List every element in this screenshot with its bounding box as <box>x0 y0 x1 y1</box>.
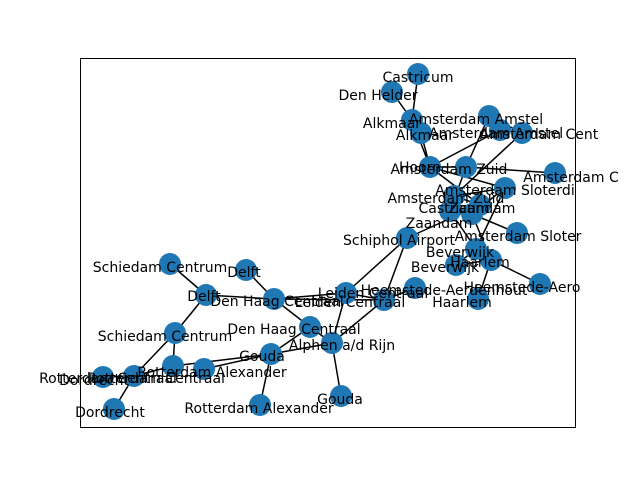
node-den_helder <box>381 81 403 103</box>
node-label-schiedam_a: Schiedam Centrum <box>93 260 228 276</box>
node-label-delft_a: Delft <box>227 265 261 281</box>
node-label-alkmaar_a: Alkmaar <box>363 116 421 132</box>
node-dordrecht_a <box>92 366 114 388</box>
node-label-dordrecht_b: Dordrecht <box>75 405 145 421</box>
node-alphen <box>321 332 343 354</box>
node-label-castricum_mid: Castricum <box>419 201 490 217</box>
node-heemstede_a <box>404 277 426 299</box>
node-label-heemstede_b: Heemstede-Aero <box>464 280 581 296</box>
node-amsterdam_zuid_a <box>455 156 477 178</box>
edge-schiphol-leiden_a <box>345 237 408 294</box>
node-label-amsterdam_amstel_b: Amsterdam Amstel <box>429 126 563 142</box>
node-label-rotterdam_centraal_a: Rotterdam Centraal <box>87 371 225 387</box>
node-label-alkmaar_b: Alkmaar <box>396 128 454 144</box>
node-amsterdam_c <box>544 162 566 184</box>
node-heemstede_b <box>529 273 551 295</box>
node-label-den_haag_a: Den Haag Centraal <box>210 294 343 310</box>
node-delft_b <box>195 284 217 306</box>
edge-leiden_b-alphen <box>331 299 385 344</box>
edge-amsterdam_centraal-amsterdam_zuid_b <box>453 132 523 197</box>
node-alkmaar_b <box>410 122 432 144</box>
edge-amsterdam_zuid_a-amsterdam_c <box>465 166 556 174</box>
edge-den_haag_a-delft_b <box>205 294 275 300</box>
node-label-alphen: Alphen a/d Rijn <box>289 338 395 354</box>
node-beverwijk_b <box>445 254 467 276</box>
node-label-zaandam_b: Zaandam <box>406 216 473 232</box>
node-label-delft_b: Delft <box>187 289 221 305</box>
node-gouda_a <box>260 343 282 365</box>
node-label-schiedam_b: Schiedam Centrum <box>98 329 233 345</box>
node-label-rotterdam_alexander_b: Rotterdam Alexander <box>184 401 333 417</box>
node-label-amsterdam_c: Amsterdam C <box>523 170 619 186</box>
node-rotterdam_centraal_a <box>162 355 184 377</box>
node-label-castricum_top: Castricum <box>383 70 454 86</box>
node-gouda_b <box>330 385 352 407</box>
node-leiden_a <box>335 282 357 304</box>
node-label-amsterdam_centraal: Amsterdam Cent <box>480 127 599 143</box>
node-label-amsterdam_sloterdijk_a: Amsterdam Sloterdi <box>435 183 574 199</box>
edge-gouda_a-rotterdam_centraal_a <box>172 353 272 367</box>
edge-leiden_b-den_haag_a <box>273 298 385 301</box>
node-label-leiden_a: Leiden Centraal <box>318 286 428 302</box>
node-zaandam_b <box>461 203 483 225</box>
node-label-schiphol: Schiphol Airport <box>343 233 455 249</box>
node-haarlem_b <box>467 288 489 310</box>
node-label-haarlem_a: Haarlem <box>450 255 510 271</box>
node-label-amsterdam_sloterdijk_b: Amsterdam Sloter <box>455 229 582 245</box>
node-label-heemstede_a: Heemstede-Aerdenhout <box>361 283 528 299</box>
node-amsterdam_centraal <box>511 122 533 144</box>
node-label-hoorn: Hoorn <box>399 160 441 176</box>
node-rotterdam_alexander_b <box>249 394 271 416</box>
node-label-leiden_b: Leiden Centraal <box>295 295 405 311</box>
node-label-amsterdam_zuid_a: Amsterdam Zuid <box>391 162 508 178</box>
node-dordrecht_b <box>103 398 125 420</box>
node-amsterdam_sloterdijk_b <box>506 222 528 244</box>
edge-amsterdam_amstel_b-hoorn <box>429 129 501 168</box>
node-label-rotterdam_centraal_b: Rotterdam Centraal <box>39 371 177 387</box>
node-rotterdam_centraal_b <box>123 365 145 387</box>
node-label-beverwijk_a: Beverwijk <box>426 245 495 261</box>
node-castricum_top <box>407 63 429 85</box>
node-label-zaandam_a: Zaandam <box>449 201 516 217</box>
edge-schiphol-leiden_b <box>383 237 408 301</box>
node-haarlem_a <box>480 249 502 271</box>
node-delft_a <box>235 259 257 281</box>
node-label-den_helder: Den Helder <box>338 88 417 104</box>
node-schiedam_a <box>159 253 181 275</box>
node-schiphol <box>396 227 418 249</box>
node-castricum_mid <box>439 200 461 222</box>
node-label-gouda_a: Gouda <box>239 349 285 365</box>
node-label-haarlem_b: Haarlem <box>432 295 492 311</box>
node-den_haag_a <box>263 288 285 310</box>
edge-leiden_a-den_haag_a <box>273 292 347 300</box>
node-schiedam_b <box>164 322 186 344</box>
node-label-den_haag_b: Den Haag Centraal <box>227 322 360 338</box>
axes-frame <box>80 58 576 428</box>
node-den_haag_b <box>299 316 321 338</box>
edge-amsterdam_sloterdijk_a-beverwijk_a <box>475 187 506 250</box>
node-label-dordrecht_a: Dordrecht <box>59 373 129 389</box>
node-amsterdam_sloterdijk_a <box>494 177 516 199</box>
node-label-gouda_b: Gouda <box>317 392 363 408</box>
node-leiden_b <box>373 289 395 311</box>
edge-gouda_a-rotterdam_alexander_a <box>203 353 272 370</box>
node-label-beverwijk_b: Beverwijk <box>411 260 480 276</box>
node-label-rotterdam_alexander_a: Rotterdam Alexander <box>137 365 286 381</box>
node-label-amsterdam_zuid_b: Amsterdam Zuid <box>388 191 505 207</box>
node-amsterdam_amstel_b <box>489 119 511 141</box>
node-hoorn <box>419 156 441 178</box>
node-label-amsterdam_amstel_a: Amsterdam Amstel <box>409 112 543 128</box>
nodes-layer <box>92 63 566 420</box>
node-rotterdam_alexander_a <box>193 358 215 380</box>
